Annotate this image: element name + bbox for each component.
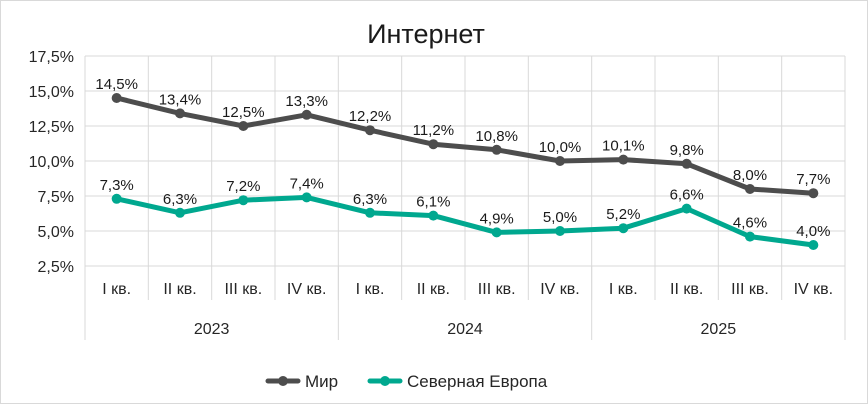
x-tick-label: III кв. (731, 281, 769, 298)
data-label: 4,6% (733, 215, 767, 232)
data-label: 10,8% (475, 128, 518, 145)
data-point (491, 144, 502, 155)
data-label: 6,6% (670, 187, 704, 204)
x-tick-label: II кв. (670, 281, 703, 298)
data-point (618, 223, 629, 234)
x-tick-label: I кв. (356, 281, 385, 298)
data-point (555, 226, 565, 236)
data-label: 5,2% (606, 206, 640, 223)
data-point (111, 193, 122, 204)
x-group-label: 2023 (194, 321, 230, 338)
x-group-label: 2025 (701, 321, 737, 338)
data-label: 13,4% (159, 91, 202, 108)
data-label: 12,2% (349, 108, 392, 125)
data-label: 5,0% (543, 209, 577, 226)
data-label: 6,1% (416, 194, 450, 211)
y-tick-label: 5,0% (38, 224, 74, 241)
x-tick-label: IV кв. (540, 281, 580, 298)
data-label: 11,2% (413, 122, 454, 139)
data-point (618, 154, 629, 165)
data-label: 14,5% (95, 76, 138, 93)
y-tick-label: 12,5% (29, 119, 74, 136)
data-label: 10,0% (539, 139, 582, 156)
y-tick-label: 10,0% (29, 154, 74, 171)
x-tick-label: IV кв. (287, 281, 327, 298)
x-tick-label: IV кв. (794, 281, 834, 298)
data-label: 4,0% (796, 223, 830, 240)
chart-title: Интернет (367, 19, 485, 49)
data-label: 7,3% (100, 177, 134, 194)
data-point (365, 125, 375, 136)
x-tick-label: III кв. (224, 281, 262, 298)
data-point (491, 227, 502, 238)
data-label: 7,4% (290, 175, 324, 192)
data-point (111, 93, 122, 103)
y-tick-label: 7,5% (38, 189, 74, 206)
data-point (808, 240, 819, 250)
data-point (555, 156, 565, 166)
series-line-world (114, 95, 816, 196)
series-line-northern-europe (114, 194, 816, 248)
data-point (681, 203, 692, 214)
data-point (365, 207, 375, 218)
data-point (745, 184, 755, 194)
data-label: 8,0% (733, 167, 767, 184)
x-tick-label: II кв. (417, 281, 450, 298)
data-point (175, 108, 185, 119)
data-point (808, 188, 819, 199)
data-point (238, 121, 249, 131)
data-point (681, 158, 692, 169)
legend-swatch-marker (278, 376, 288, 386)
y-tick-label: 15,0% (29, 84, 74, 101)
data-point (428, 139, 439, 150)
data-point (301, 109, 312, 120)
data-label: 7,2% (226, 178, 260, 195)
x-tick-label: II кв. (163, 281, 196, 298)
data-label: 13,3% (285, 93, 328, 110)
data-label: 10,1% (602, 138, 645, 155)
data-label: 4,9% (480, 210, 514, 227)
data-point (175, 207, 185, 218)
legend-label: Северная Европа (407, 372, 548, 391)
y-tick-label: 17,5% (29, 49, 74, 66)
data-label: 6,3% (163, 191, 197, 208)
y-tick-label: 2,5% (38, 259, 74, 276)
data-point (428, 210, 439, 221)
data-label: 7,7% (796, 171, 830, 188)
data-label: 12,5% (222, 104, 265, 121)
x-tick-label: I кв. (102, 281, 131, 298)
data-label: 6,3% (353, 191, 387, 208)
data-point (301, 192, 312, 203)
data-label: 9,8% (670, 142, 704, 159)
legend-label: Мир (305, 372, 338, 391)
data-point (238, 195, 249, 206)
x-tick-label: I кв. (609, 281, 638, 298)
legend-swatch-marker (380, 376, 390, 386)
data-point (745, 231, 755, 242)
x-group-label: 2024 (447, 321, 483, 338)
x-tick-label: III кв. (478, 281, 516, 298)
